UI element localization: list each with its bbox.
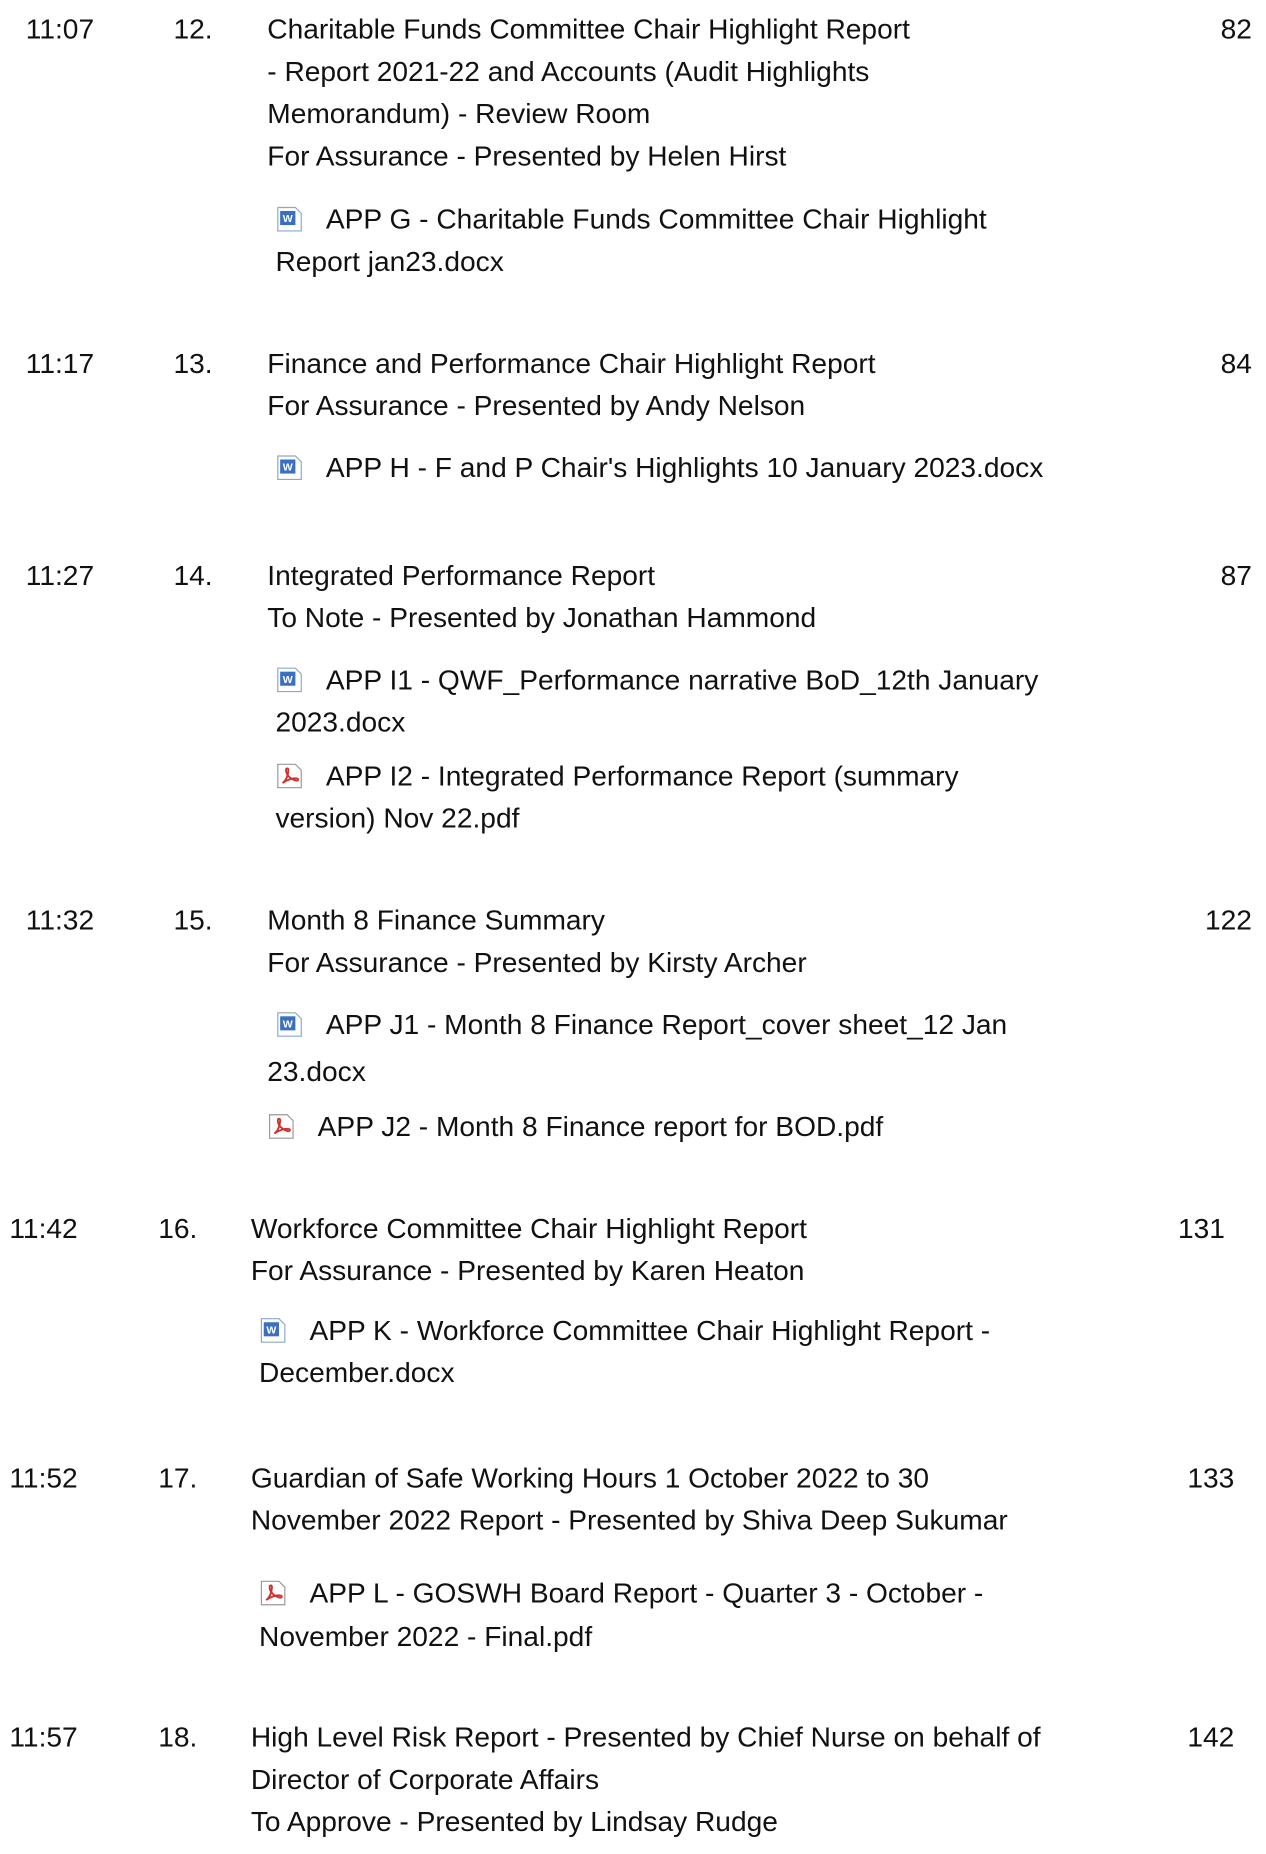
- item-page: 87: [1220, 560, 1252, 592]
- item-page: 122: [1204, 904, 1252, 937]
- item-line: For Assurance - Presented by Andy Nelson: [267, 390, 806, 422]
- word-icon: W: [260, 1318, 286, 1343]
- item-time: 11:27: [25, 560, 95, 592]
- item-number: 18.: [158, 1721, 198, 1754]
- attachment-link: APP H - F and P Chair's Highlights 10 Ja…: [325, 452, 1044, 485]
- attachment-link: version) Nov 22.pdf: [275, 802, 520, 835]
- attachment-link: APP J2 - Month 8 Finance report for BOD.…: [317, 1111, 884, 1143]
- item-line: Finance and Performance Chair Highlight …: [267, 348, 876, 380]
- pdf-icon: [269, 1114, 294, 1139]
- item-time: 11:42: [9, 1213, 78, 1245]
- pdf-icon: [277, 763, 302, 789]
- svg-text:W: W: [283, 1018, 293, 1030]
- item-number: 12.: [173, 14, 213, 46]
- item-line: Memorandum) - Review Room: [267, 98, 651, 131]
- item-page: 142: [1187, 1721, 1235, 1754]
- attachment-link: APP K - Workforce Committee Chair Highli…: [309, 1315, 991, 1347]
- item-number: 15.: [173, 904, 213, 937]
- item-line: To Note - Presented by Jonathan Hammond: [267, 602, 817, 635]
- svg-text:W: W: [266, 1324, 276, 1336]
- attachment-link: APP L - GOSWH Board Report - Quarter 3 -…: [309, 1577, 984, 1610]
- word-icon: W: [277, 1012, 302, 1037]
- item-number: 14.: [173, 560, 213, 592]
- item-line: To Approve - Presented by Lindsay Rudge: [250, 1806, 778, 1839]
- item-time: 11:32: [25, 904, 95, 937]
- item-page: 133: [1187, 1462, 1235, 1495]
- attachment-link: December.docx: [259, 1357, 455, 1390]
- item-time: 11:52: [9, 1462, 78, 1495]
- attachment-link: APP I2 - Integrated Performance Report (…: [325, 760, 959, 793]
- attachment-link: APP G - Charitable Funds Committee Chair…: [325, 203, 987, 236]
- attachment-link: 23.docx: [267, 1056, 366, 1088]
- item-line: For Assurance - Presented by Helen Hirst: [267, 140, 787, 173]
- attachment-link: Report jan23.docx: [275, 246, 504, 278]
- item-line: Workforce Committee Chair Highlight Repo…: [250, 1213, 807, 1245]
- item-line: Director of Corporate Affairs: [250, 1764, 600, 1796]
- svg-text:W: W: [283, 674, 293, 686]
- attachment-link: 2023.docx: [275, 706, 406, 739]
- item-line: Charitable Funds Committee Chair Highlig…: [267, 14, 910, 46]
- item-line: Integrated Performance Report: [267, 560, 656, 592]
- attachment-link: APP I1 - QWF_Performance narrative BoD_1…: [325, 664, 1039, 697]
- item-number: 13.: [173, 348, 213, 380]
- item-line: For Assurance - Presented by Karen Heato…: [250, 1255, 805, 1288]
- item-time: 11:07: [25, 14, 95, 46]
- item-line: November 2022 Report - Presented by Shiv…: [250, 1505, 1008, 1537]
- item-line: For Assurance - Presented by Kirsty Arch…: [267, 947, 807, 979]
- word-icon: W: [277, 206, 302, 232]
- item-page: 131: [1178, 1213, 1225, 1245]
- svg-text:W: W: [283, 213, 293, 225]
- item-line: Guardian of Safe Working Hours 1 October…: [250, 1462, 930, 1495]
- pdf-icon: [260, 1580, 286, 1606]
- item-line: - Report 2021-22 and Accounts (Audit Hig…: [267, 56, 870, 88]
- item-number: 16.: [158, 1213, 198, 1245]
- word-icon: W: [277, 667, 302, 693]
- word-icon: W: [277, 455, 302, 481]
- attachment-link: APP J1 - Month 8 Finance Report_cover sh…: [325, 1009, 1008, 1041]
- item-time: 11:57: [9, 1721, 78, 1754]
- attachment-link: November 2022 - Final.pdf: [259, 1621, 593, 1653]
- item-page: 84: [1220, 348, 1252, 380]
- item-time: 11:17: [25, 348, 95, 380]
- item-line: Month 8 Finance Summary: [267, 904, 606, 937]
- item-page: 82: [1220, 14, 1252, 46]
- item-line: High Level Risk Report - Presented by Ch…: [250, 1721, 1041, 1754]
- item-number: 17.: [158, 1462, 198, 1495]
- svg-text:W: W: [283, 462, 293, 474]
